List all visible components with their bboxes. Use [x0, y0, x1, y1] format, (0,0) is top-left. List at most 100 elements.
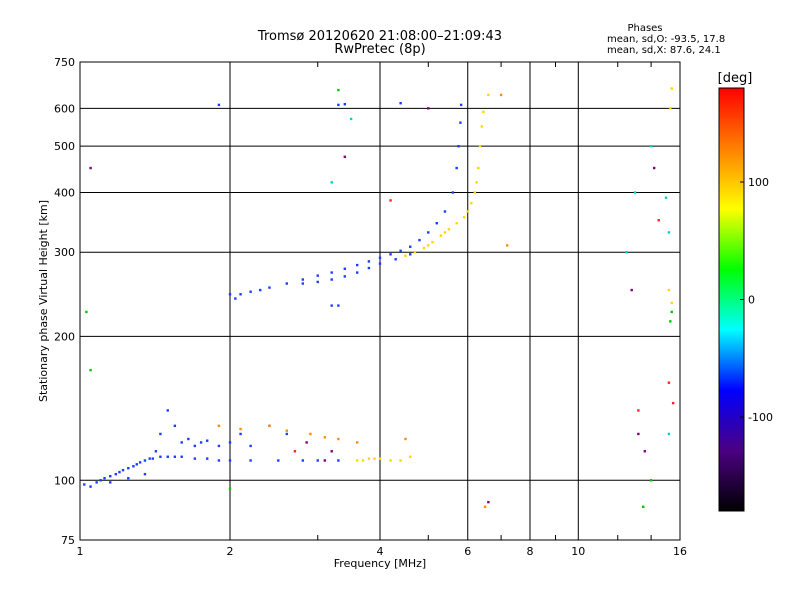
data-point — [404, 254, 407, 257]
plot-frame — [79, 61, 681, 541]
data-point — [378, 457, 382, 460]
x-tick-label: 8 — [527, 545, 534, 558]
data-point — [193, 444, 197, 448]
data-point — [649, 144, 653, 148]
colorbar-tick-label: 0 — [748, 294, 755, 307]
grid-lines — [79, 61, 681, 541]
data-point — [447, 228, 451, 231]
x-tick-label: 6 — [464, 545, 471, 558]
data-point — [277, 459, 280, 462]
data-point — [249, 459, 252, 462]
data-point — [487, 93, 490, 97]
data-point — [285, 282, 288, 285]
stats-header: Phases — [627, 23, 662, 34]
data-point — [330, 450, 333, 453]
x-axis-label: Frequency [MHz] — [334, 557, 426, 570]
data-point — [301, 282, 305, 285]
stats-line-x: mean, sd,X: 87.6, 24.1 — [607, 45, 721, 56]
data-point — [649, 479, 653, 482]
data-point — [427, 107, 430, 110]
data-point — [389, 199, 392, 202]
data-point — [480, 125, 483, 128]
data-point — [455, 222, 458, 225]
data-point — [378, 256, 382, 260]
data-point — [459, 103, 463, 107]
x-tick-label: 16 — [673, 545, 687, 558]
data-point — [337, 88, 340, 92]
data-point — [343, 275, 347, 278]
data-point — [217, 444, 221, 448]
colorbar-tick-label: -100 — [748, 411, 773, 424]
data-point — [670, 87, 673, 90]
data-point — [355, 459, 359, 462]
data-point — [83, 483, 86, 486]
data-point — [103, 477, 106, 480]
data-point — [268, 424, 271, 428]
y-tick-label: 100 — [54, 474, 75, 487]
x-tick-label: 2 — [227, 545, 234, 558]
data-point — [199, 441, 203, 444]
data-point — [135, 463, 138, 466]
data-point — [482, 110, 485, 114]
y-tick-label: 200 — [54, 330, 75, 343]
data-point — [355, 263, 359, 267]
data-point — [470, 201, 473, 205]
data-point — [89, 166, 92, 170]
colorbar-ticks: 100 0 -100 — [740, 176, 773, 424]
data-point — [114, 472, 118, 476]
data-point — [180, 441, 183, 444]
data-point — [239, 427, 242, 431]
y-tick-label: 500 — [54, 140, 75, 153]
data-point — [422, 246, 426, 250]
data-point — [228, 441, 232, 444]
data-point — [309, 432, 312, 436]
data-point — [151, 457, 155, 460]
data-point — [205, 439, 209, 442]
y-axis-label: Stationary phase Virtual Height [km] — [37, 200, 50, 402]
data-point — [487, 500, 490, 504]
data-point — [633, 191, 637, 194]
data-point — [670, 301, 673, 305]
data-point — [475, 181, 478, 184]
data-point — [305, 441, 308, 444]
data-point — [459, 121, 462, 124]
data-point — [669, 107, 672, 110]
data-point — [99, 479, 102, 482]
data-point — [499, 93, 503, 97]
data-point — [316, 459, 319, 462]
data-point — [670, 310, 673, 314]
data-point — [249, 290, 252, 293]
data-point — [285, 432, 288, 436]
data-point — [173, 455, 177, 458]
data-point — [239, 293, 242, 296]
data-point — [323, 459, 327, 462]
data-point — [109, 474, 112, 478]
data-point — [118, 470, 121, 474]
data-point — [667, 288, 671, 292]
stats-line-o: mean, sd,O: -93.5, 17.8 — [607, 34, 725, 45]
data-point — [217, 424, 221, 428]
data-point — [394, 258, 397, 261]
data-point — [389, 459, 392, 462]
y-tick-label: 300 — [54, 246, 75, 259]
chart-subtitle: RwPretec (8p) — [334, 42, 425, 57]
data-point — [293, 450, 297, 453]
colorbar-label: [deg] — [718, 71, 753, 86]
data-point — [239, 432, 242, 436]
data-point — [217, 103, 221, 107]
data-point — [451, 191, 455, 194]
y-tick-label: 400 — [54, 186, 75, 199]
y-tick-label: 750 — [54, 56, 75, 69]
data-point — [127, 477, 130, 480]
data-point — [234, 297, 237, 300]
data-point — [228, 459, 232, 462]
data-point — [443, 210, 447, 213]
data-point — [473, 191, 477, 194]
data-point — [373, 457, 376, 460]
data-point — [159, 455, 162, 458]
data-point — [418, 238, 421, 242]
data-point — [637, 409, 640, 412]
data-point — [85, 310, 88, 314]
x-tick-label: 1 — [77, 545, 84, 558]
data-point — [664, 196, 668, 199]
